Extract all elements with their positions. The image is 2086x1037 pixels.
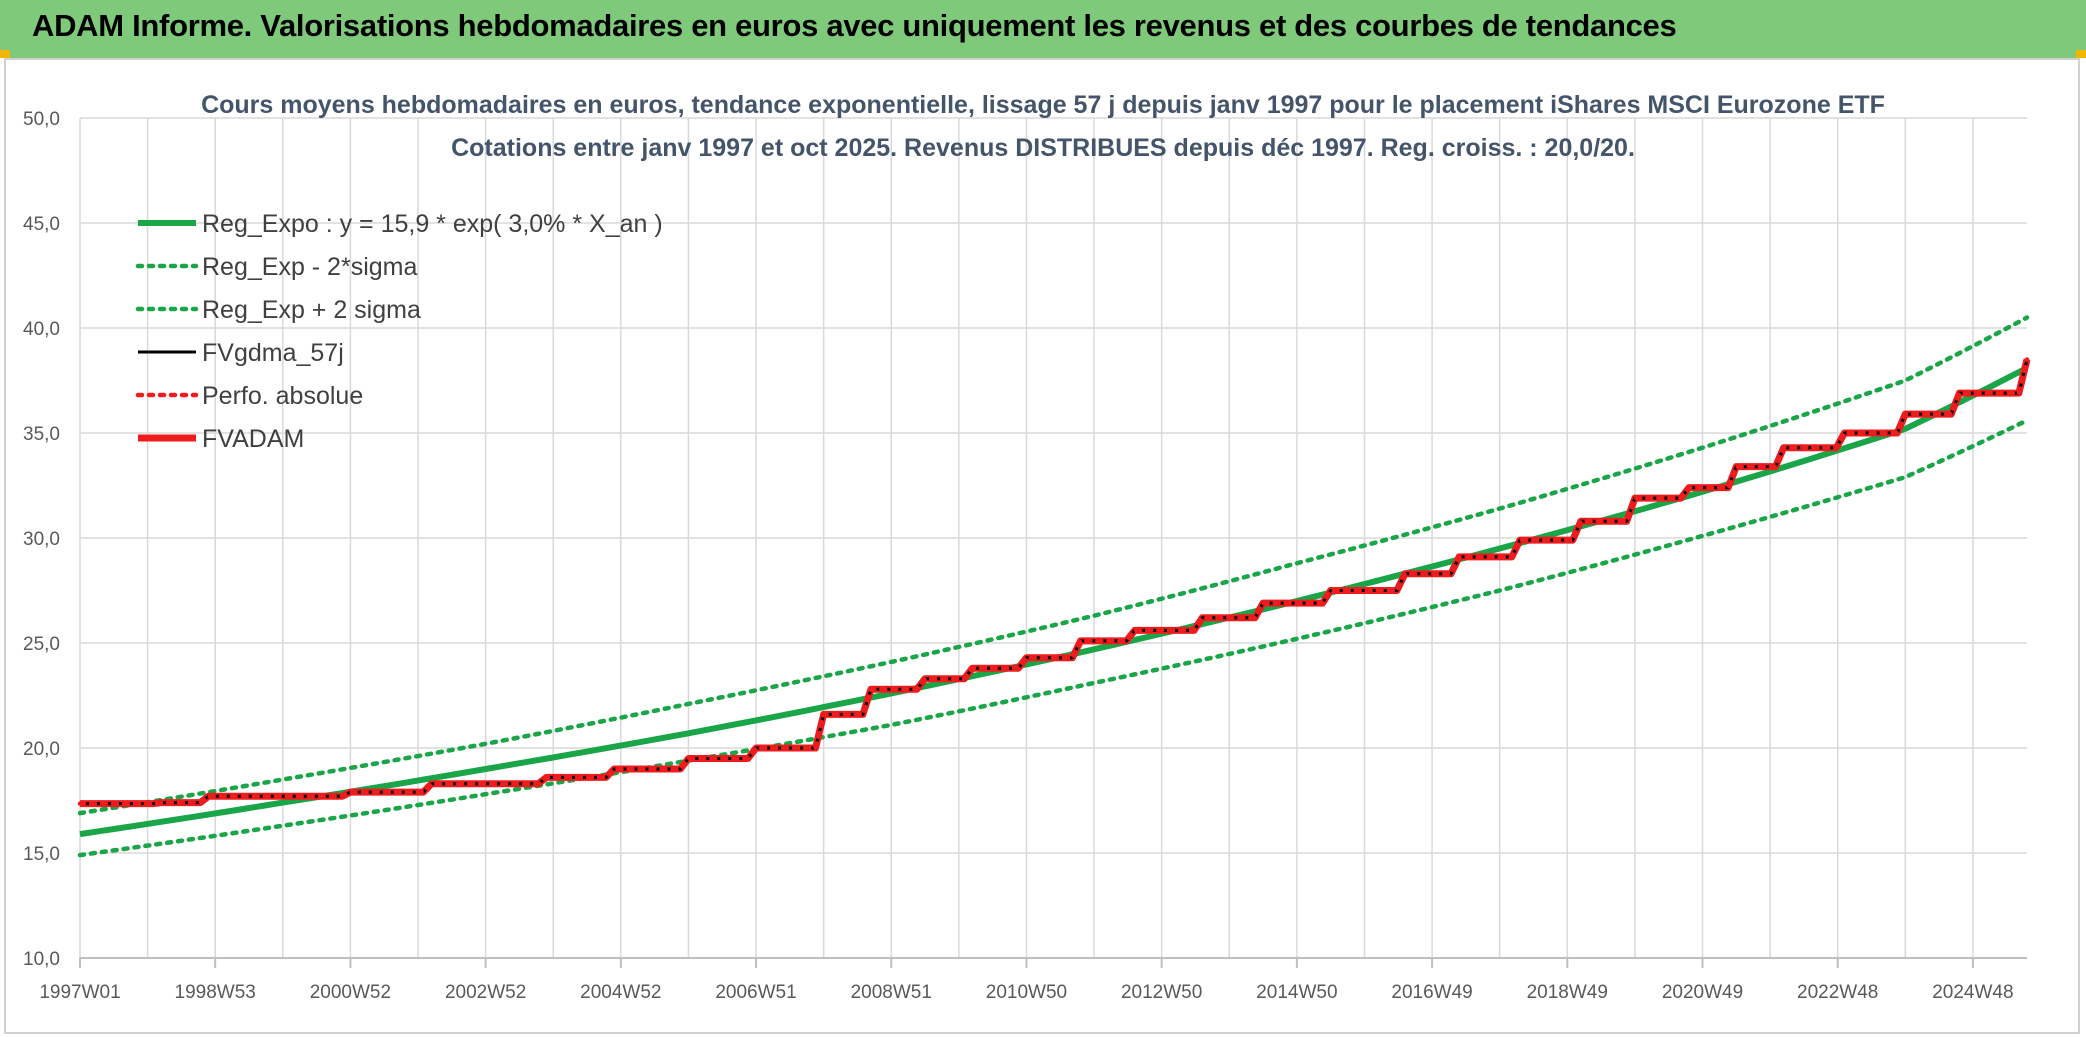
report-title: ADAM Informe. Valorisations hebdomadaire… — [32, 8, 1677, 43]
x-tick-label: 1998W53 — [175, 982, 256, 1003]
legend-label-4: Perfo. absolue — [202, 382, 363, 410]
x-tick-label: 2004W52 — [580, 982, 661, 1003]
x-tick-label: 2000W52 — [310, 982, 391, 1003]
series-line-3 — [80, 359, 2029, 806]
x-tick-label: 2016W49 — [1391, 982, 1472, 1003]
y-axis: 10,0 15,0 20,0 25,0 30,0 35,0 40,0 45,0 50,0 — [23, 109, 60, 970]
x-tick-label: 2014W50 — [1256, 982, 1337, 1003]
y-tick-label: 45,0 — [23, 214, 60, 235]
y-tick-label: 50,0 — [23, 109, 60, 130]
x-tick-label: 2006W51 — [715, 982, 796, 1003]
corner-accent-left — [0, 50, 10, 58]
corner-accent-right — [2076, 50, 2086, 58]
series-line-5 — [80, 358, 2031, 808]
report-banner: ADAM Informe. Valorisations hebdomadaire… — [0, 0, 2086, 58]
y-tick-label: 10,0 — [23, 949, 60, 970]
chart-title-line-1: Cours moyens hebdomadaires en euros, ten… — [201, 91, 1885, 119]
series-line-4 — [77, 357, 2030, 806]
legend-label-5: FVADAM — [202, 425, 304, 453]
y-tick-label: 20,0 — [23, 739, 60, 760]
x-tick-label: 2022W48 — [1797, 982, 1878, 1003]
x-tick-label: 2010W50 — [986, 982, 1067, 1003]
series-line-1 — [77, 418, 2030, 858]
legend-label-1: Reg_Exp - 2*sigma — [202, 253, 417, 281]
legend-label-0: Reg_Expo : y = 15,9 * exp( 3,0% * X_an ) — [202, 210, 663, 238]
x-tick-label: 2024W48 — [1932, 982, 2013, 1003]
x-axis: 1997W01 1998W53 2000W52 2002W52 2004W52 2006W… — [39, 957, 2027, 1003]
legend: Reg_Expo : y = 15,9 * exp( 3,0% * X_an )… — [135, 210, 663, 453]
x-tick-label: 2002W52 — [445, 982, 526, 1003]
grid — [79, 117, 2027, 959]
chart-title-line-2: Cotations entre janv 1997 et oct 2025. R… — [451, 134, 1635, 162]
y-tick-label: 30,0 — [23, 529, 60, 550]
series-layer — [77, 315, 2031, 858]
legend-label-2: Reg_Exp + 2 sigma — [202, 296, 421, 324]
y-tick-label: 35,0 — [23, 424, 60, 445]
series-line-2 — [77, 315, 2030, 816]
legend-label-3: FVgdma_57j — [202, 339, 344, 367]
x-tick-label: 1997W01 — [39, 982, 120, 1003]
y-tick-label: 25,0 — [23, 634, 60, 655]
y-tick-label: 40,0 — [23, 319, 60, 340]
series-line-0 — [79, 365, 2029, 838]
x-tick-label: 2008W51 — [851, 982, 932, 1003]
x-tick-label: 2018W49 — [1527, 982, 1608, 1003]
x-tick-label: 2020W49 — [1662, 982, 1743, 1003]
y-tick-label: 15,0 — [23, 844, 60, 865]
x-tick-label: 2012W50 — [1121, 982, 1202, 1003]
